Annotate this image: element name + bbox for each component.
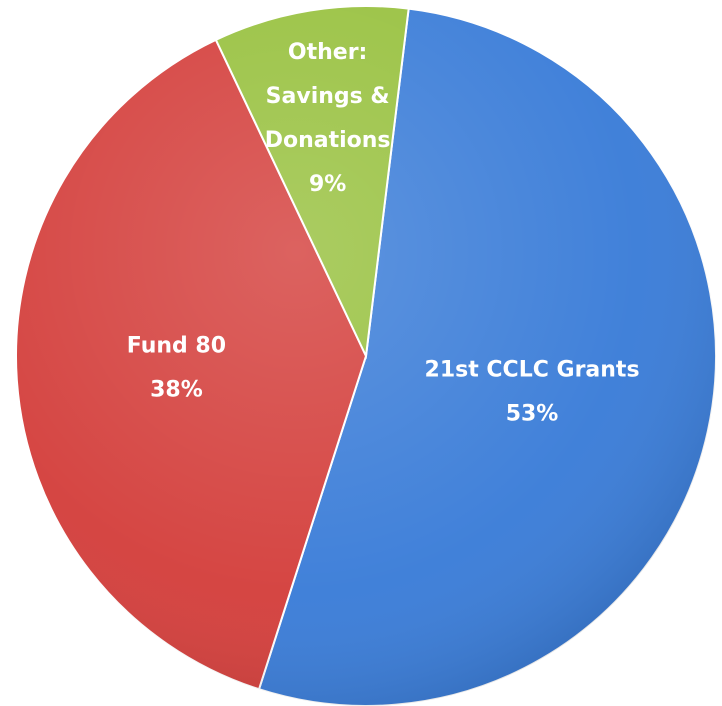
label-line: Other: (288, 40, 367, 65)
label-line: 21st CCLC Grants (425, 358, 640, 383)
slice-category-label: Other: Savings & Donations (265, 40, 391, 153)
slice-category-label: 21st CCLC Grants (425, 358, 640, 383)
label-line: Donations (265, 128, 391, 153)
slice-value-label: 38% (150, 378, 203, 403)
slice-value-label: 53% (506, 402, 559, 427)
slice-value-label: 9% (309, 172, 346, 197)
label-line: Fund 80 (127, 334, 226, 359)
slice-category-label: Fund 80 (127, 334, 226, 359)
label-line: Savings & (266, 84, 390, 109)
